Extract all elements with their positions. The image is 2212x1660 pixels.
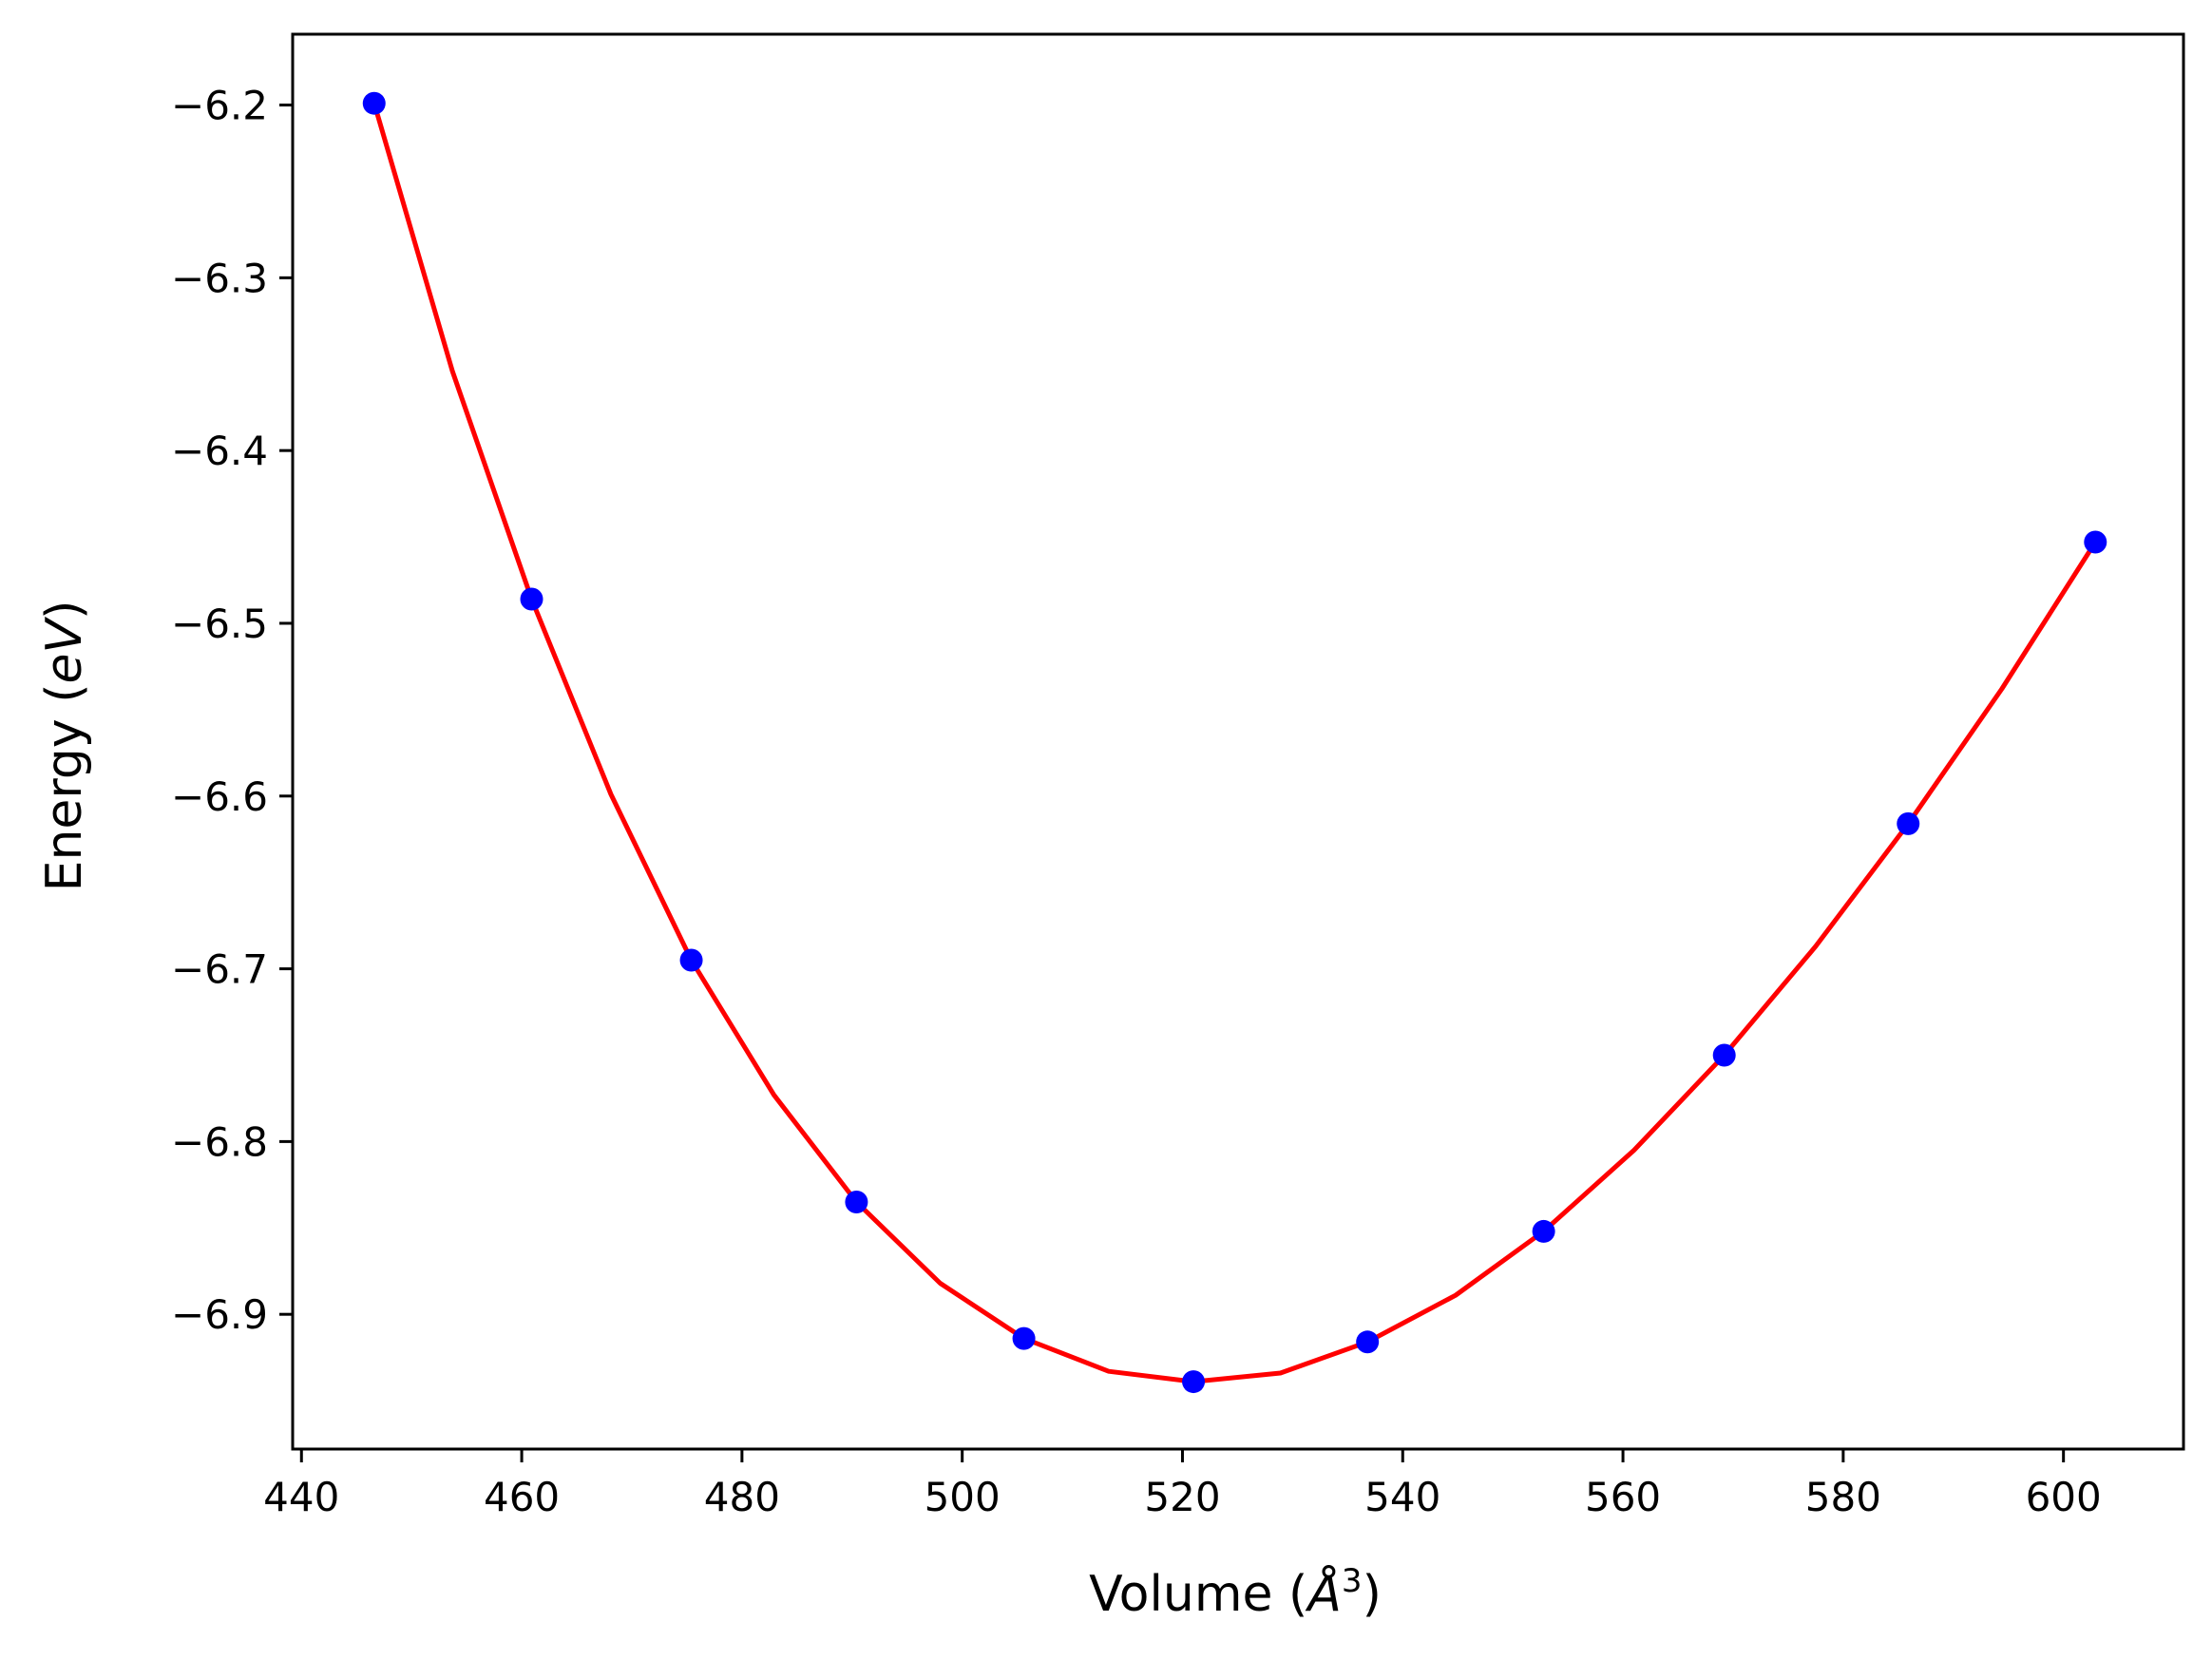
data-points [362,91,2107,1394]
x-axis-unit-symbol: Å [1305,1564,1342,1623]
y-tick-label: −6.7 [171,946,268,993]
x-axis-ticks: 440 460 480 500 520 540 560 580 600 [263,1449,2102,1520]
y-axis-unit: eV [36,617,93,684]
x-tick-label: 560 [1585,1474,1661,1520]
data-point [1012,1326,1036,1350]
y-tick-label: −6.5 [171,601,268,647]
data-point [1712,1043,1736,1067]
y-tick-label: −6.2 [171,83,268,129]
x-tick-label: 520 [1144,1474,1220,1520]
y-tick-label: −6.3 [171,255,268,301]
y-tick-label: −6.4 [171,428,268,474]
x-tick-label: 480 [704,1474,780,1520]
x-tick-label: 500 [925,1474,1001,1520]
y-axis-title: Energy (eV) [36,601,93,892]
data-point [679,948,703,972]
x-tick-label: 600 [2026,1474,2102,1520]
x-axis-unit-exponent: 3 [1342,1562,1363,1600]
plot-frame [291,32,2185,1451]
data-point [1897,811,1920,835]
data-point [1532,1219,1555,1243]
data-point [520,587,543,611]
data-point [1182,1370,1206,1394]
data-point [1356,1330,1380,1354]
data-point [2084,530,2107,554]
x-tick-label: 580 [1805,1474,1881,1520]
data-point [362,91,386,115]
y-tick-label: −6.6 [171,773,268,820]
y-axis-ticks: −6.2 −6.3 −6.4 −6.5 −6.6 −6.7 −6.8 −6.9 [171,83,293,1338]
y-tick-label: −6.9 [171,1291,268,1338]
data-point [845,1191,868,1214]
x-tick-label: 540 [1364,1474,1440,1520]
x-tick-label: 440 [263,1474,339,1520]
y-tick-label: −6.8 [171,1118,268,1165]
x-tick-label: 460 [484,1474,560,1520]
x-axis-title: Volume (Å3) [1089,1562,1382,1623]
